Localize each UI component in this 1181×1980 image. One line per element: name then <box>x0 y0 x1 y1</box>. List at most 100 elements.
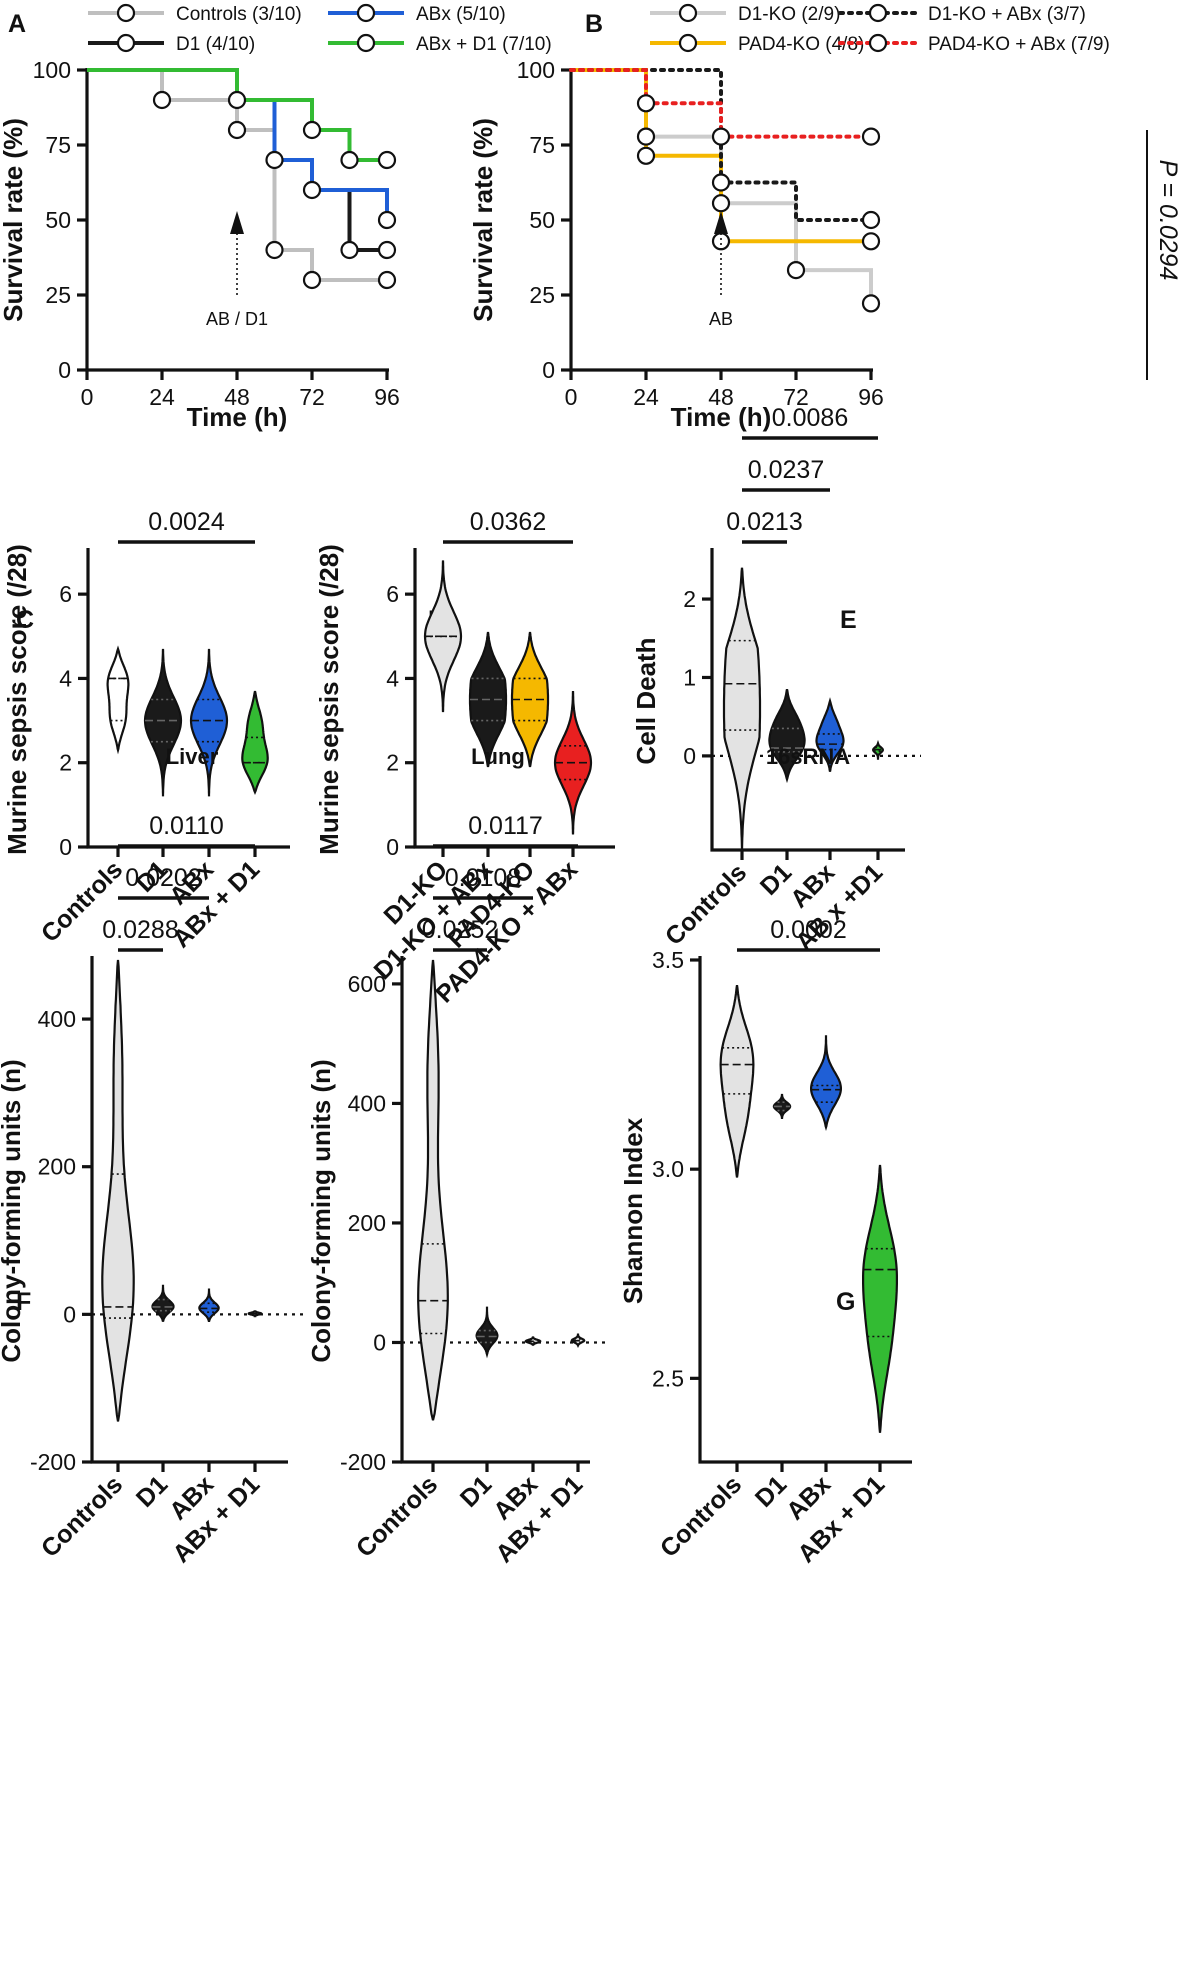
legend-marker <box>868 33 888 53</box>
violin-abx <box>189 648 229 797</box>
censor-marker-controls-3-10 <box>377 270 397 290</box>
y-tick-label: 25 <box>45 282 71 308</box>
y-tick-label: 200 <box>38 1154 76 1180</box>
y-tick-label: 75 <box>45 132 71 158</box>
censor-marker-abx-d1-7-10 <box>377 150 397 170</box>
violin-d1 <box>143 648 183 797</box>
x-category-label-controls: Controls <box>351 1470 443 1562</box>
y-axis-label: Colony-forming units (n) <box>0 1059 26 1362</box>
annotation-arrow-head <box>714 211 728 234</box>
y-tick-label: 0 <box>59 834 72 860</box>
violin-d1 <box>768 688 806 784</box>
chart-title: Lung <box>471 744 525 769</box>
annotation-label: AB / D1 <box>206 309 268 329</box>
y-tick-label: 0 <box>63 1301 76 1327</box>
violin-abx-d1 <box>570 1333 586 1348</box>
x-tick-label: 48 <box>708 384 734 410</box>
y-tick-label: 200 <box>348 1210 386 1236</box>
y-tick-label: 0 <box>542 357 555 383</box>
legend-label-pad4-ko-abx-7-9: PAD4-KO + ABx (7/9) <box>928 34 1110 55</box>
legend-marker <box>356 3 376 23</box>
censor-marker-abx-d1-7-10 <box>227 90 247 110</box>
survival-line-d1-ko-abx-3-7 <box>569 68 873 222</box>
x-tick-label: 24 <box>633 384 659 410</box>
x-tick-label: 96 <box>858 384 884 410</box>
legend-label-d1-ko-2-9: D1-KO (2/9) <box>738 4 840 25</box>
significance-pvalue-label: 0.0110 <box>149 812 224 840</box>
panel-letter-b: B <box>585 10 603 38</box>
y-axis-label: Shannon Index <box>618 1117 648 1304</box>
legend-marker <box>356 33 376 53</box>
violin-controls <box>417 959 449 1421</box>
x-category-label-controls: Controls <box>36 1470 128 1562</box>
x-tick-label: 0 <box>565 384 578 410</box>
x-tick-label: 96 <box>374 384 400 410</box>
significance-pvalue-label: 0.0213 <box>726 508 802 536</box>
censor-marker-abx-5-10 <box>377 210 397 230</box>
censor-marker-d1-ko-2-9 <box>636 127 656 146</box>
panel-letter-g: G <box>836 1288 855 1316</box>
violin-abx-d1 <box>241 690 269 795</box>
significance-pvalue-label: 0.0288 <box>102 916 178 944</box>
y-axis-label: Cell Death <box>631 637 661 764</box>
annotation-arrow-head <box>230 211 244 234</box>
y-tick-label: 4 <box>386 665 399 691</box>
chart-title: 16sRNA <box>766 744 850 769</box>
x-tick-label: 0 <box>81 384 94 410</box>
legend-label-controls-3-10: Controls (3/10) <box>176 4 302 25</box>
y-axis-label: Survival rate (%) <box>468 118 498 322</box>
panel-letter-e: E <box>840 606 857 634</box>
y-tick-label: 2 <box>386 750 399 776</box>
y-tick-label: 1 <box>683 664 696 690</box>
y-axis-label: Colony-forming units (n) <box>306 1059 336 1362</box>
panel-letter-f: F <box>16 1288 31 1316</box>
y-tick-label: 0 <box>373 1329 386 1355</box>
censor-marker-abx-5-10 <box>265 150 284 170</box>
censor-marker-abx-d1-7-10 <box>340 150 359 170</box>
censor-marker-controls-3-10 <box>302 270 322 290</box>
x-tick-label: 24 <box>149 384 175 410</box>
panel-letter-a: A <box>8 10 26 38</box>
censor-marker-pad4-ko-abx-7-9 <box>636 94 656 113</box>
significance-pvalue-label: 0.0202 <box>125 864 201 892</box>
legend-marker <box>678 33 698 53</box>
panel-b-survival-chart: 0 25 50 75 100 0 24 48 72 96 Time (h) Survival rate… <box>468 3 1181 432</box>
legend-label-d1-4-10: D1 (4/10) <box>176 34 255 55</box>
legend-label-abx-5-10: ABx (5/10) <box>416 4 506 25</box>
legend-marker <box>868 3 888 23</box>
y-tick-label: 2 <box>59 750 72 776</box>
x-category-label-controls: Controls <box>655 1470 747 1562</box>
legend-marker <box>678 3 698 23</box>
violin-d1 <box>772 1093 792 1119</box>
violin-abx <box>198 1288 220 1322</box>
legend-label-pad4-ko-4-8: PAD4-KO (4/8) <box>738 34 864 55</box>
significance-pvalue-label: 0.0252 <box>422 916 498 944</box>
violin-controls <box>101 959 135 1422</box>
significance-pvalue-label: 0.0237 <box>748 456 824 484</box>
censor-marker-pad4-ko-4-8 <box>861 232 881 251</box>
censor-marker-d1-ko-2-9 <box>861 294 881 313</box>
y-tick-label: 6 <box>59 581 72 607</box>
censor-marker-abx-5-10 <box>302 180 322 200</box>
censor-marker-controls-3-10 <box>265 240 284 260</box>
y-tick-label: -200 <box>30 1449 76 1475</box>
significance-pvalue-label: 0.0117 <box>468 812 543 840</box>
y-tick-label: 25 <box>529 282 555 308</box>
significance-pvalue-label: 0.0108 <box>445 864 521 892</box>
censor-marker-d1-4-10 <box>340 240 359 260</box>
violin-d1 <box>151 1284 175 1322</box>
censor-marker-abx-d1-7-10 <box>302 120 322 140</box>
censor-marker-controls-3-10 <box>152 90 172 110</box>
y-tick-label: 2 <box>683 586 696 612</box>
x-tick-label: 72 <box>299 384 325 410</box>
legend-marker <box>116 33 136 53</box>
panel-a-survival-chart: 0 25 50 75 100 0 24 48 72 96 Time (h) Survival rate… <box>0 3 552 432</box>
violin-controls <box>719 984 755 1178</box>
y-tick-label: 3.5 <box>652 947 684 973</box>
censor-marker-d1-ko-2-9 <box>786 261 806 280</box>
y-tick-label: 0 <box>683 743 696 769</box>
y-axis-label: Murine sepsis score (/28) <box>314 544 344 855</box>
survival-line-pad4-ko-abx-7-9 <box>569 68 873 139</box>
axis-lines <box>698 956 912 1464</box>
